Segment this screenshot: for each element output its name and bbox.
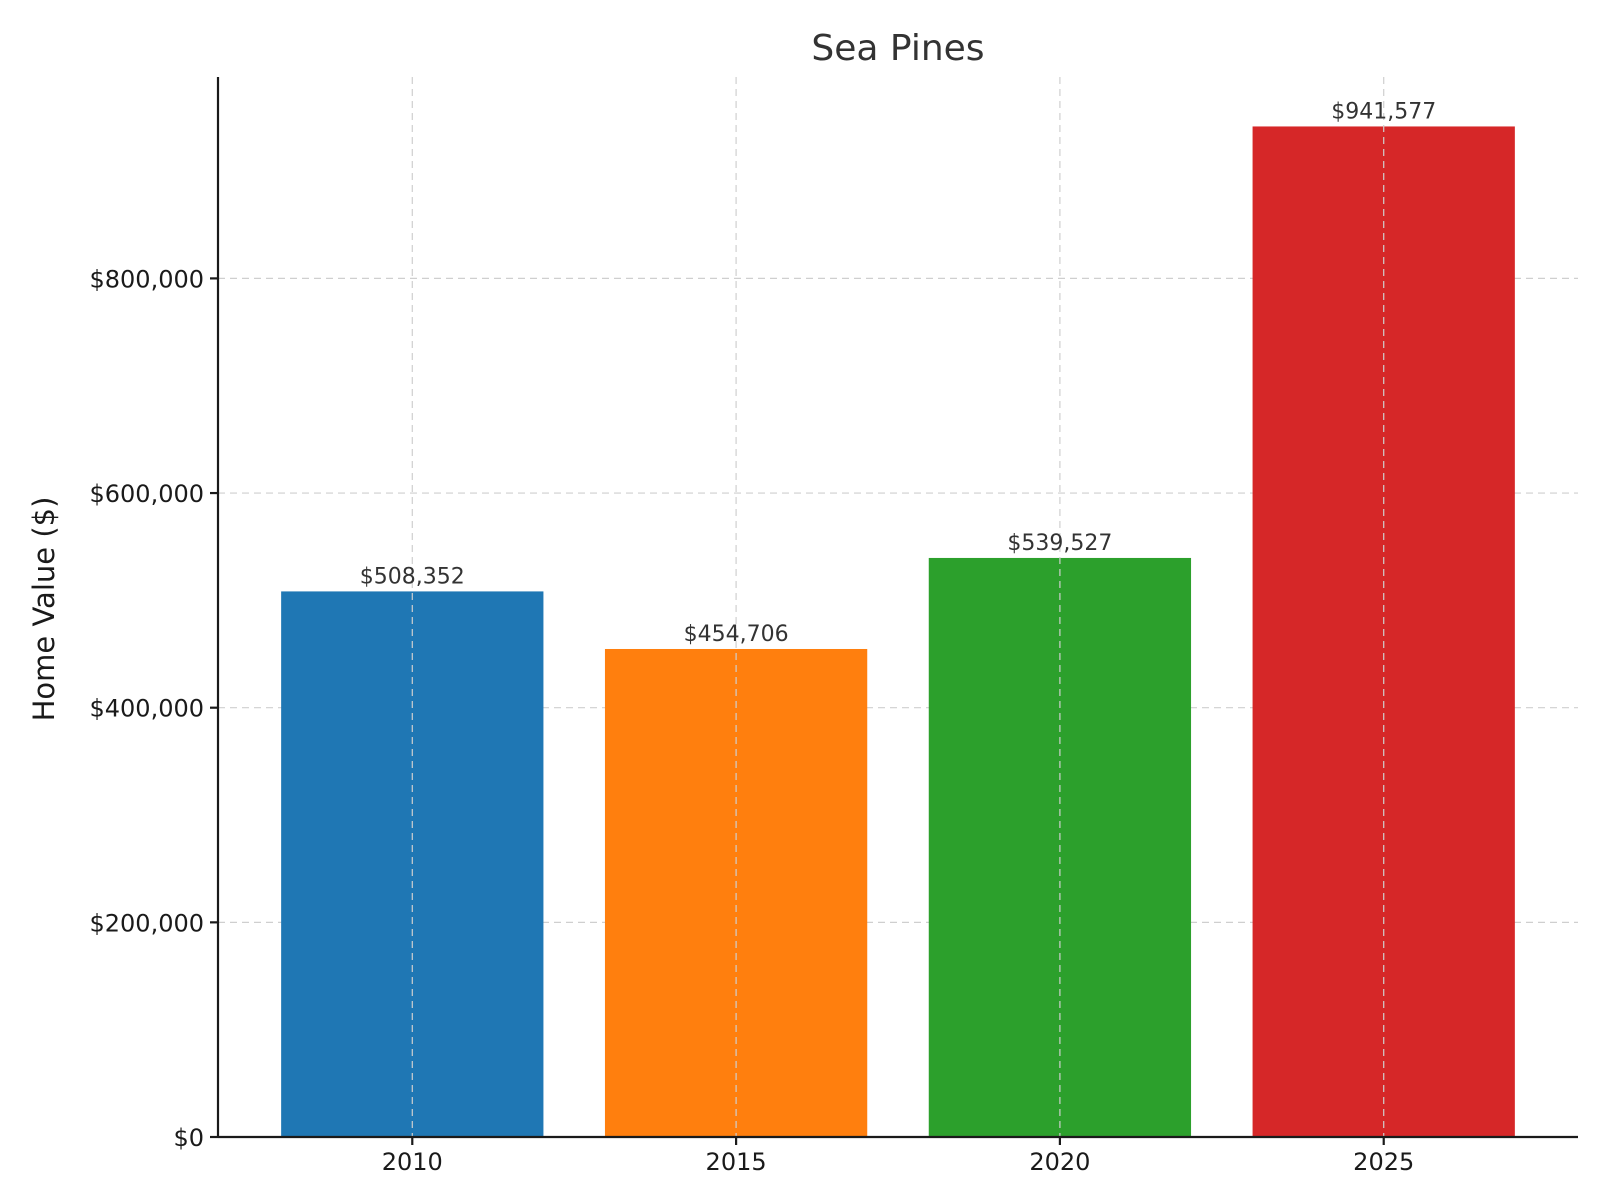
data-label: $941,577 — [1331, 99, 1436, 124]
data-label: $508,352 — [360, 564, 465, 589]
x-tick-label: 2010 — [382, 1148, 443, 1176]
vertical-gridlines — [411, 77, 1385, 1137]
y-axis-label: Home Value ($) — [27, 497, 61, 722]
y-tick-label: $200,000 — [89, 909, 204, 937]
chart-title: Sea Pines — [811, 28, 984, 69]
x-tick-label: 2025 — [1353, 1148, 1414, 1176]
y-tick-label: $600,000 — [89, 480, 204, 508]
y-tick-label: $0 — [173, 1124, 204, 1152]
data-labels: $508,352 $454,706 $539,527 $941,577 — [360, 99, 1436, 647]
data-label: $539,527 — [1007, 531, 1112, 556]
y-tick-label: $400,000 — [89, 695, 204, 723]
bars — [281, 126, 1515, 1137]
y-tick-label: $800,000 — [89, 265, 204, 293]
axes — [210, 77, 1578, 1145]
tick-labels: $0 $200,000 $400,000 $600,000 $800,000 2010 20… — [89, 265, 1414, 1176]
x-tick-label: 2020 — [1029, 1148, 1090, 1176]
data-label: $454,706 — [684, 622, 789, 647]
x-tick-label: 2015 — [706, 1148, 767, 1176]
